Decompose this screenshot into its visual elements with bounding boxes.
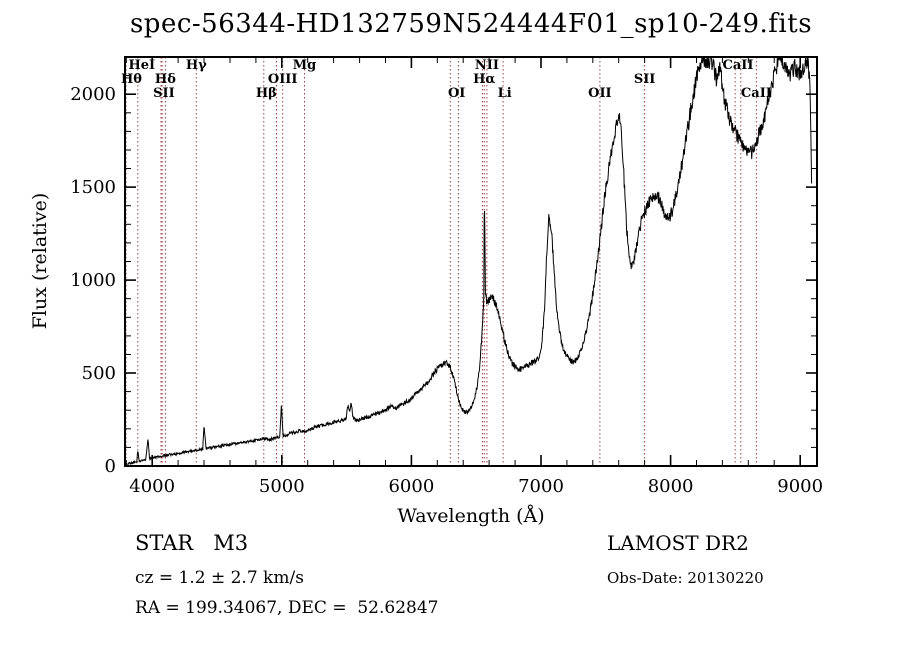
y-tick-label: 0 — [105, 456, 116, 477]
spectrum-trace — [124, 57, 813, 467]
obs-date: Obs-Date: 20130220 — [607, 569, 764, 587]
spectral-line-label: SII — [634, 72, 656, 87]
survey-label: LAMOST DR2 — [607, 531, 749, 555]
spectral-line-label: Hθ — [121, 72, 142, 87]
y-tick-label: 2000 — [70, 84, 116, 105]
spectral-line-label: CaII — [741, 86, 772, 101]
spectral-line-label: HeI — [128, 58, 155, 73]
spectral-line-label: OII — [588, 86, 612, 101]
spectral-line-label: SII — [153, 86, 175, 101]
x-tick-label: 7000 — [518, 476, 564, 497]
spectral-line-label: Mg — [293, 58, 316, 73]
spectral-line-label: OIII — [268, 72, 298, 87]
cz-value: cz = 1.2 ± 2.7 km/s — [135, 568, 304, 588]
y-tick-label: 1000 — [70, 270, 116, 291]
spectral-line-label: NII — [475, 58, 499, 73]
plot-frame — [124, 56, 818, 467]
x-tick-label: 9000 — [777, 476, 823, 497]
object-class-label: STAR M3 — [135, 531, 249, 555]
ra-dec-value: RA = 199.34067, DEC = 52.62847 — [135, 598, 439, 618]
x-tick-label: 8000 — [648, 476, 694, 497]
y-tick-label: 500 — [82, 363, 116, 384]
spectral-line-label: Li — [498, 86, 512, 101]
spectral-line-label: Hδ — [155, 72, 176, 87]
spectral-line-label: Hα — [473, 72, 495, 87]
spectral-line-label: Hβ — [256, 86, 277, 101]
x-tick-label: 6000 — [388, 476, 434, 497]
spectral-line-label: CaII — [723, 58, 754, 73]
x-tick-label: 4000 — [129, 476, 175, 497]
spectral-line-label: Hγ — [186, 58, 207, 73]
x-tick-label: 5000 — [259, 476, 305, 497]
spectral-line-label: OI — [448, 86, 465, 101]
y-tick-label: 1500 — [70, 177, 116, 198]
y-axis-label: Flux (relative) — [29, 192, 51, 330]
x-axis-label: Wavelength (Å) — [397, 505, 545, 527]
plot-title: spec-56344-HD132759N524444F01_sp10-249.f… — [129, 9, 813, 39]
